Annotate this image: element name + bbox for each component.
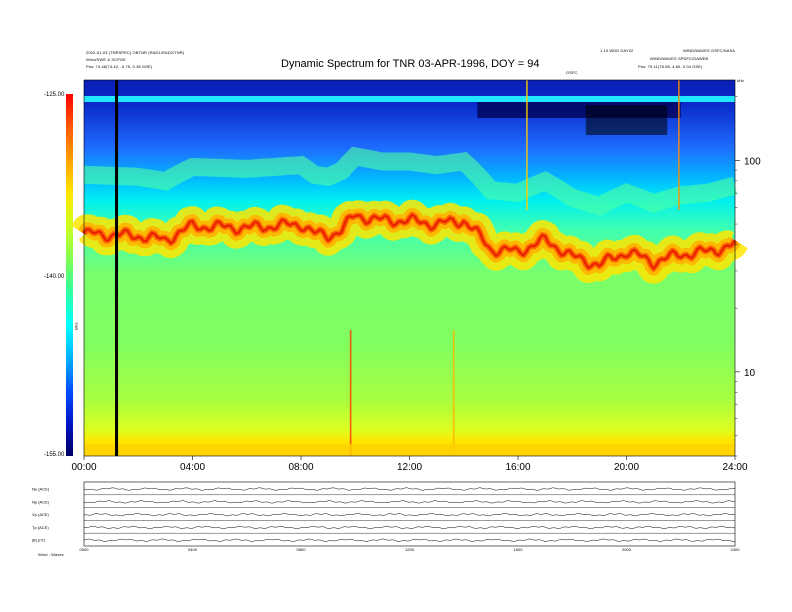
burst-3 <box>452 330 455 456</box>
timeseries-panels: Ne (ACE) Np (ACE) Vp (ACE) Tp (ACE) |B| (nT) <box>32 487 736 543</box>
header-left-line-2: Wind/SWE & SCPGE <box>86 57 126 62</box>
panel-x-tick-label: 0400 <box>188 547 198 552</box>
y-axis: 10 100 <box>735 96 761 457</box>
colorbar-label: TNR <box>74 322 79 331</box>
header-right-line-4: Pos: 79.11(78.98, 4.60, 0.04 GSE) <box>638 64 703 69</box>
panel-x-tick-label: 0000 <box>80 547 90 552</box>
x-tick-label: 04:00 <box>180 462 205 473</box>
panel-label: Ne (ACE) <box>32 487 50 492</box>
header-right-line-2: WIND/WAVES GSFC/NASA <box>683 48 736 53</box>
x-tick-label: 00:00 <box>71 462 96 473</box>
panel-x-tick-label: 0800 <box>297 547 307 552</box>
panel-label: Vp (ACE) <box>32 512 50 517</box>
burst-1 <box>678 80 680 210</box>
panel-x-tick-label: 2000 <box>622 547 632 552</box>
x-axis: 00:00 04:00 08:00 12:00 16:00 20:00 24:00 <box>71 456 748 473</box>
timeseries-x-axis: 0000 0400 0800 1200 1600 2000 2400 <box>80 547 741 552</box>
x-tick-label: 24:00 <box>722 462 747 473</box>
panel-series <box>83 500 736 504</box>
chart-title: Dynamic Spectrum for TNR 03-APR-1996, DO… <box>281 58 540 70</box>
y-tick-label: 100 <box>744 156 761 167</box>
header-right-line-1: 1.10 WDD DAY02 <box>600 48 634 53</box>
panel-series <box>83 538 735 542</box>
panel-label: Np (ACE) <box>32 499 50 504</box>
colorbar-tick-top: -125.00 <box>44 92 65 98</box>
x-tick-label: 16:00 <box>505 462 530 473</box>
spectral-features <box>71 80 748 456</box>
header-left-line-1: 2002-01-03 (TNRSPEC) OBTNR (RAD1/RAD2/TN… <box>86 50 185 55</box>
panel-x-tick-label: 1200 <box>405 547 415 552</box>
panel-x-tick-label: 2400 <box>731 547 741 552</box>
panel-x-tick-label: 1600 <box>514 547 524 552</box>
low-freq-band <box>84 444 735 456</box>
panel-series <box>83 525 736 529</box>
panel-label: |B| (nT) <box>32 538 46 543</box>
timeseries-frame <box>83 481 736 547</box>
colorbar-tick-bottom: -155.00 <box>44 452 65 458</box>
panel-series <box>83 513 736 517</box>
bottom-label: Wind : Waves <box>38 552 64 557</box>
burst-0 <box>526 80 528 210</box>
panel-series <box>83 487 736 491</box>
colorbar-rect <box>66 94 73 456</box>
band-halo <box>83 146 738 216</box>
x-tick-label: 12:00 <box>397 462 422 473</box>
emission-band-layer-3 <box>82 213 737 270</box>
x-tick-label: 08:00 <box>288 462 313 473</box>
header-left-line-3: Pos: 74.46(74.42, -0.75, 0.38 GSE) <box>86 64 153 69</box>
header-center-small: GSFC <box>566 70 578 75</box>
burst-2 <box>349 330 352 456</box>
y-unit-label: kHz <box>737 78 744 83</box>
y-tick-label: 10 <box>744 368 756 379</box>
colorbar-tick-mid: -140.00 <box>44 274 65 280</box>
panel-label: Tp (ACE) <box>32 525 49 530</box>
header-right-line-3: WIND/WAVES SPDF/CDAWEB <box>650 56 709 61</box>
x-tick-label: 20:00 <box>614 462 639 473</box>
interference-line <box>84 96 735 102</box>
dark-region-core <box>585 105 668 135</box>
